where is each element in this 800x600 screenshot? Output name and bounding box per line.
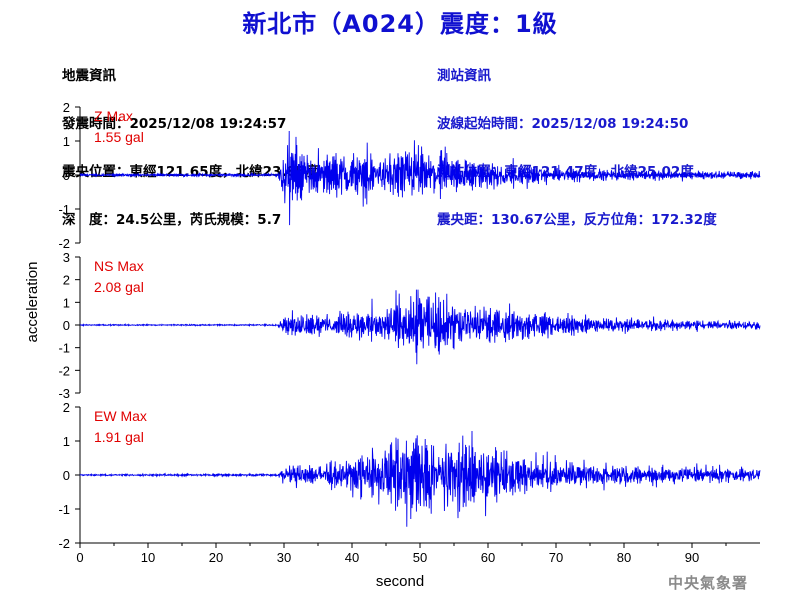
y-tick-label: -1 bbox=[58, 341, 70, 356]
y-tick-label: 2 bbox=[63, 100, 70, 115]
y-tick-label: -1 bbox=[58, 202, 70, 217]
waveform-ns bbox=[79, 289, 761, 365]
x-axis-label: second bbox=[376, 573, 424, 590]
x-tick-label: 40 bbox=[345, 550, 359, 565]
x-tick-label: 80 bbox=[617, 550, 631, 565]
max-value-z: 1.55 gal bbox=[94, 129, 144, 145]
max-label-ew: EW Max bbox=[94, 408, 147, 424]
x-tick-label: 0 bbox=[76, 550, 83, 565]
y-tick-label: 0 bbox=[63, 468, 70, 483]
y-tick-label: 1 bbox=[63, 295, 70, 310]
y-tick-label: 2 bbox=[63, 400, 70, 415]
y-tick-label: -3 bbox=[58, 386, 70, 401]
y-axis-label: acceleration bbox=[24, 262, 41, 343]
y-tick-label: 1 bbox=[63, 434, 70, 449]
waveform-z bbox=[79, 131, 761, 226]
y-tick-label: -1 bbox=[58, 502, 70, 517]
station-info-heading: 測站資訊 bbox=[437, 68, 491, 84]
max-value-ew: 1.91 gal bbox=[94, 429, 144, 445]
origin-time: 發震時間：2025/12/08 19:24:57 bbox=[62, 116, 287, 132]
x-tick-label: 10 bbox=[141, 550, 155, 565]
y-tick-label: 3 bbox=[63, 250, 70, 265]
y-tick-label: -2 bbox=[58, 363, 70, 378]
y-tick-label: 0 bbox=[63, 168, 70, 183]
max-label-ns: NS Max bbox=[94, 258, 144, 274]
y-tick-label: 1 bbox=[63, 134, 70, 149]
station-info-block: 測站資訊 波線起始時間：2025/12/08 19:24:50 測站位置：東經1… bbox=[437, 36, 717, 244]
x-tick-label: 30 bbox=[277, 550, 291, 565]
y-tick-label: -2 bbox=[58, 236, 70, 251]
page-title: 新北市（A024）震度：1級 bbox=[242, 10, 558, 38]
depth-magnitude: 深 度：24.5公里，芮氏規模：5.7 bbox=[62, 212, 282, 228]
x-tick-label: 60 bbox=[481, 550, 495, 565]
earthquake-info-heading: 地震資訊 bbox=[62, 68, 116, 84]
earthquake-info-block: 地震資訊 發震時間：2025/12/08 19:24:57 震央位置：東經121… bbox=[62, 36, 319, 244]
y-tick-label: -2 bbox=[58, 536, 70, 551]
waveform-ew bbox=[79, 431, 761, 527]
max-value-ns: 2.08 gal bbox=[94, 279, 144, 295]
x-tick-label: 70 bbox=[549, 550, 563, 565]
agency-watermark: 中央氣象署 bbox=[667, 574, 748, 592]
max-label-z: Z Max bbox=[94, 108, 133, 124]
y-tick-label: 2 bbox=[63, 273, 70, 288]
wave-start-time: 波線起始時間：2025/12/08 19:24:50 bbox=[437, 116, 689, 132]
x-tick-label: 20 bbox=[209, 550, 223, 565]
y-tick-label: 0 bbox=[63, 318, 70, 333]
x-tick-label: 90 bbox=[685, 550, 699, 565]
distance-azimuth: 震央距：130.67公里，反方位角：172.32度 bbox=[437, 212, 717, 228]
x-tick-label: 50 bbox=[413, 550, 427, 565]
